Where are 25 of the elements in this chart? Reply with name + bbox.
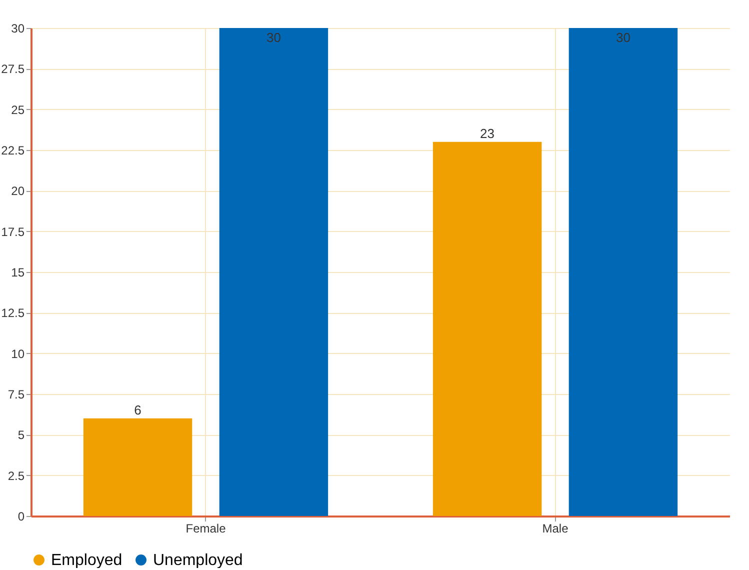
data-label: 23 bbox=[480, 126, 495, 141]
legend-label: Unemployed bbox=[153, 552, 243, 569]
y-tick-label: 25 bbox=[11, 102, 25, 117]
data-label: 30 bbox=[266, 30, 281, 45]
x-tick-label: Male bbox=[542, 522, 569, 536]
y-tick-label: 10 bbox=[11, 346, 25, 361]
bar bbox=[219, 28, 328, 516]
y-tick-label: 20 bbox=[11, 184, 25, 198]
data-label: 30 bbox=[616, 30, 630, 45]
y-tick-label: 12.5 bbox=[1, 306, 25, 320]
y-tick-label: 15 bbox=[11, 266, 25, 280]
y-tick-label: 30 bbox=[11, 22, 25, 36]
bar bbox=[432, 142, 542, 516]
y-tick-label: 0 bbox=[18, 510, 25, 524]
y-tick-label: 2.5 bbox=[8, 468, 25, 483]
data-label: 6 bbox=[134, 402, 142, 418]
x-tick-label: Female bbox=[186, 522, 226, 536]
y-tick-label: 17.5 bbox=[1, 224, 25, 239]
bar bbox=[568, 28, 678, 516]
y-tick-label: 27.5 bbox=[1, 62, 25, 76]
bar bbox=[83, 418, 192, 516]
y-tick-label: 7.5 bbox=[8, 388, 25, 402]
y-tick-label: 5 bbox=[18, 428, 25, 442]
legend-label: Employed bbox=[51, 552, 122, 569]
y-tick-label: 22.5 bbox=[1, 144, 25, 158]
